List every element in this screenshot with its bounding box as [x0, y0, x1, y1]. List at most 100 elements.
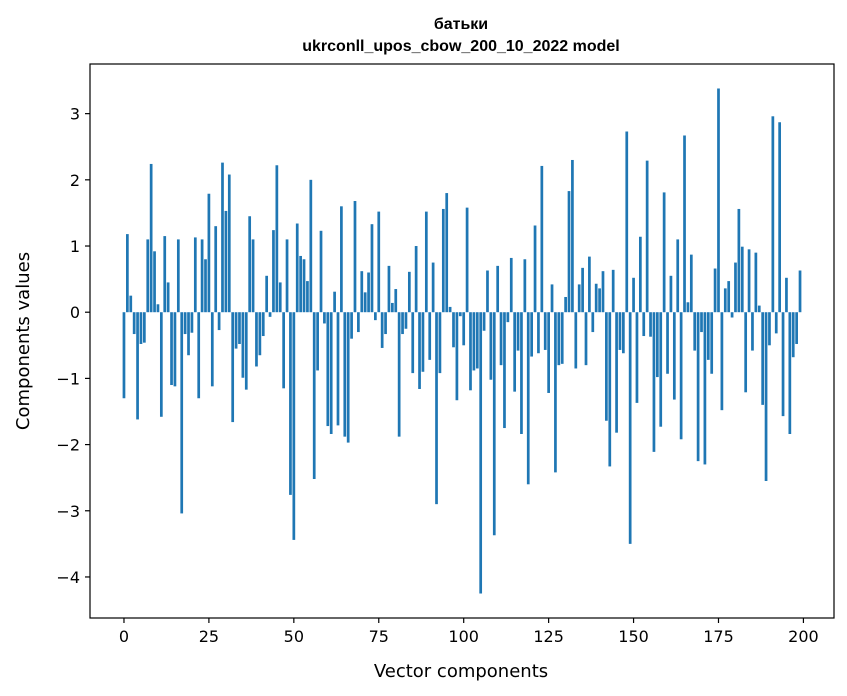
bar	[183, 312, 187, 335]
bar	[734, 262, 737, 313]
bar	[404, 312, 408, 329]
bar	[571, 159, 574, 313]
bar	[265, 275, 269, 313]
bar	[584, 312, 588, 366]
bar	[720, 312, 724, 411]
bar	[292, 312, 296, 540]
bar	[482, 312, 486, 331]
bar	[774, 312, 778, 334]
bars-group	[122, 88, 802, 594]
bar	[547, 312, 550, 393]
bar	[268, 312, 272, 317]
bar	[703, 312, 707, 465]
bar	[221, 162, 224, 313]
bar	[316, 312, 319, 371]
bar	[173, 312, 177, 387]
bar	[574, 312, 578, 369]
bar	[306, 281, 309, 313]
bar	[472, 312, 476, 371]
bar	[771, 116, 775, 313]
bar	[723, 288, 727, 313]
bar	[146, 239, 150, 313]
bar	[180, 312, 184, 514]
bar	[655, 312, 659, 378]
bar	[448, 306, 452, 313]
bar	[414, 246, 418, 313]
bar	[564, 296, 567, 313]
bar	[540, 165, 544, 313]
bar	[588, 256, 591, 313]
bar	[360, 271, 364, 313]
bar	[581, 267, 584, 313]
bar	[523, 259, 527, 313]
bar	[207, 193, 211, 313]
y-tick-label: 3	[70, 105, 80, 124]
bar	[642, 312, 646, 337]
bar	[622, 312, 625, 354]
bar	[601, 271, 605, 313]
bar	[363, 292, 367, 313]
bar	[475, 312, 479, 369]
bar	[231, 312, 235, 423]
bar	[272, 230, 275, 313]
bar	[489, 312, 493, 380]
bar	[676, 239, 680, 313]
x-tick-label: 175	[703, 627, 734, 646]
bar	[210, 312, 214, 387]
bar	[791, 312, 795, 358]
bar	[227, 174, 231, 313]
bar	[557, 312, 561, 366]
bar	[153, 251, 156, 313]
bar	[469, 312, 472, 391]
bar	[289, 312, 292, 495]
y-axis-label: Components values	[13, 252, 34, 430]
bar	[452, 312, 455, 348]
y-tick-label: 2	[70, 171, 80, 190]
bar	[465, 207, 469, 313]
chart-title-line2: ukrconll_upos_cbow_200_10_2022 model	[302, 38, 619, 55]
bar	[295, 223, 299, 313]
bar	[669, 275, 673, 313]
bar	[560, 312, 564, 364]
bar	[156, 304, 160, 313]
bar	[747, 249, 751, 313]
bar	[479, 312, 483, 594]
bar	[374, 312, 377, 321]
x-tick-label: 0	[119, 627, 129, 646]
bar	[608, 312, 612, 467]
bar	[496, 265, 500, 313]
bar	[380, 312, 384, 348]
bar	[672, 312, 676, 400]
y-tick-label: −4	[56, 568, 80, 587]
bar	[615, 312, 618, 433]
bar	[686, 302, 690, 313]
bar	[149, 163, 153, 313]
bar	[193, 237, 197, 313]
y-tick-label: −1	[56, 369, 80, 388]
bar	[299, 255, 302, 313]
bar	[421, 312, 425, 372]
bar	[258, 312, 262, 356]
bar	[166, 282, 170, 313]
bar	[530, 312, 534, 357]
bar	[516, 312, 520, 351]
bar	[618, 312, 622, 350]
bar	[285, 239, 289, 313]
bar	[499, 312, 503, 366]
bar	[214, 226, 218, 313]
x-tick-label: 100	[448, 627, 479, 646]
bar	[781, 312, 785, 417]
bar	[340, 206, 343, 313]
bar	[659, 312, 663, 427]
bar	[717, 88, 720, 313]
bar	[625, 131, 629, 313]
bar	[224, 210, 228, 313]
bar	[407, 271, 411, 313]
bar	[353, 201, 357, 313]
bar	[441, 208, 445, 313]
bar	[329, 312, 333, 434]
bar	[384, 312, 387, 335]
bar	[649, 312, 652, 337]
bar	[126, 234, 129, 313]
bar	[197, 312, 201, 399]
